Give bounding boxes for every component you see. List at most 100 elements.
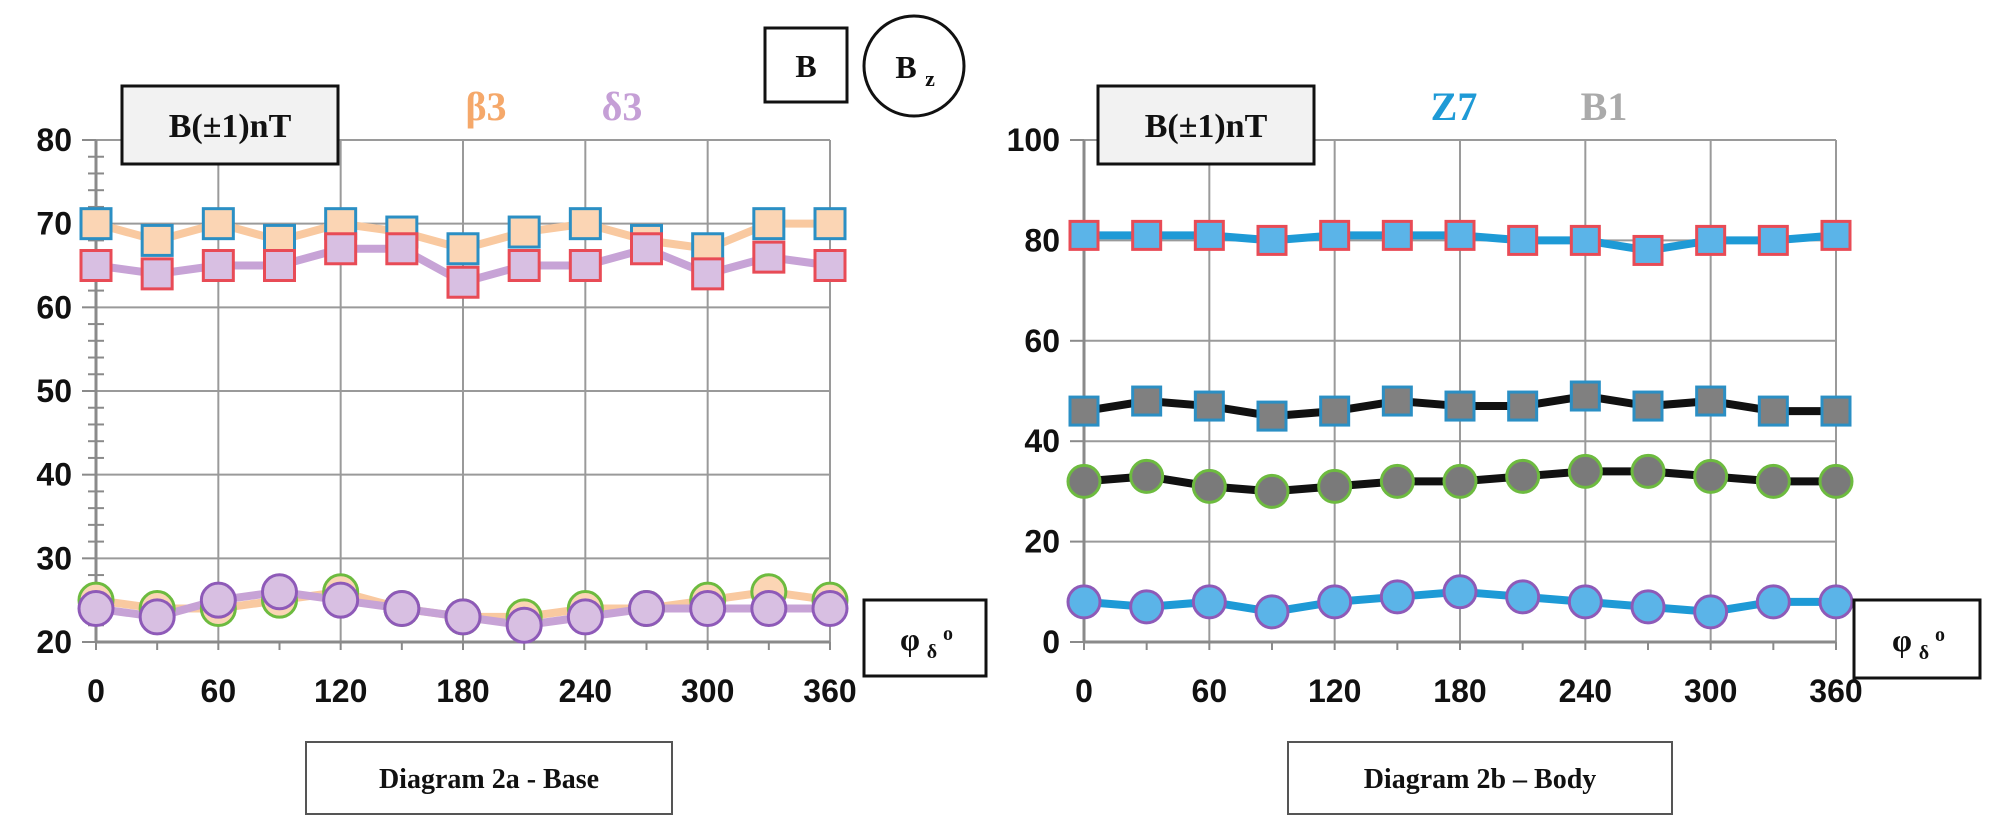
chart-2a-point-1-6 [446, 265, 480, 299]
chart-2a-xtick-label: 0 [87, 673, 105, 709]
chart-2b-point-0-11 [1757, 224, 1789, 256]
chart-2a-xtick-label: 300 [681, 673, 734, 709]
chart-2a-xlabel-sup: o [943, 623, 953, 645]
chart-2b-point-2-10 [1693, 458, 1729, 494]
chart-2a-point-0-8 [568, 207, 602, 241]
chart-2b-point-2-5 [1379, 463, 1415, 499]
chart-2a-point-3-12 [811, 590, 849, 628]
chart-2b-point-0-0 [1068, 219, 1100, 251]
chart-2a-point-3-4 [322, 581, 360, 619]
chart-2a-point-1-10 [691, 257, 725, 291]
chart-2b-xtick-label: 60 [1192, 673, 1228, 709]
chart-2b-point-3-0 [1066, 584, 1102, 620]
chart-2a-point-1-2 [201, 249, 235, 282]
chart-2a-point-1-4 [324, 232, 358, 266]
chart-2a-xlabel-box: φ δ o [862, 598, 988, 678]
chart-2b-point-1-1 [1131, 385, 1163, 417]
chart-2a-ytick-label: 80 [36, 122, 72, 158]
chart-2b-point-3-11 [1755, 584, 1791, 620]
chart-2b-point-2-8 [1567, 453, 1603, 489]
chart-2a-point-1-8 [568, 249, 602, 282]
chart-2b-xtick-label: 0 [1075, 673, 1093, 709]
chart-2b-xlabel-sub: δ [1919, 642, 1929, 664]
chart-2a-series [77, 207, 849, 644]
chart-2a-point-0-2 [201, 207, 235, 241]
chart-2b-legend-z7: Z7 [1431, 84, 1478, 129]
chart-2b-point-0-4 [1319, 219, 1351, 251]
chart-2b-ytick-label: 80 [1024, 222, 1060, 258]
chart-2b-point-1-3 [1256, 400, 1288, 432]
chart-2b-ylabel: B(±1)nT [1145, 108, 1268, 145]
b-label-text: B [795, 48, 816, 84]
chart-2b-ytick-label: 40 [1024, 423, 1060, 459]
b-label-box: B [763, 26, 849, 104]
bz-label-base: B [895, 49, 916, 85]
chart-2b-point-1-11 [1757, 395, 1789, 427]
chart-2b-point-3-5 [1379, 579, 1415, 615]
chart-2a-point-1-9 [630, 232, 663, 266]
chart-2a-ytick-label: 40 [36, 457, 72, 493]
chart-2a-point-0-12 [813, 207, 847, 241]
chart-2b-point-0-12 [1820, 219, 1852, 251]
chart-2b-point-1-10 [1695, 385, 1727, 417]
chart-2a-ylabel-box: B(±1)nT [120, 84, 340, 166]
chart-2a-point-1-11 [752, 240, 786, 274]
chart-2a-xtick-label: 60 [201, 673, 237, 709]
chart-2a-point-1-3 [263, 249, 296, 282]
chart-2b-point-1-0 [1068, 395, 1100, 427]
chart-2a-xtick-label: 180 [436, 673, 489, 709]
chart-2a-point-3-5 [383, 590, 421, 628]
chart-2b-point-2-9 [1630, 453, 1666, 489]
chart-2b-ytick-label: 0 [1042, 624, 1060, 660]
chart-2b-point-3-4 [1317, 584, 1353, 620]
chart-2a-caption: Diagram 2a - Base [379, 764, 599, 795]
chart-2b-point-1-4 [1319, 395, 1351, 427]
chart-2b-point-2-2 [1191, 468, 1227, 504]
chart-2a-point-3-9 [628, 590, 665, 628]
chart-2a-axes [82, 139, 831, 650]
chart-2b-point-2-1 [1129, 458, 1165, 494]
chart-2b-point-1-9 [1632, 390, 1664, 422]
chart-2b-point-1-12 [1820, 395, 1852, 427]
chart-2b-point-1-6 [1444, 390, 1476, 422]
chart-2a-point-3-10 [689, 590, 727, 628]
chart-2b-point-1-8 [1569, 380, 1601, 412]
chart-2a-point-3-1 [138, 598, 176, 636]
chart-2b-point-3-9 [1630, 589, 1666, 625]
chart-2b-point-0-6 [1444, 219, 1476, 251]
chart-2b-xtick-label: 180 [1433, 673, 1486, 709]
chart-2a-xtick-label: 360 [803, 673, 856, 709]
chart-2b-point-0-3 [1256, 224, 1288, 256]
chart-2a-ytick-label: 60 [36, 289, 72, 325]
chart-2b-point-0-2 [1193, 219, 1225, 251]
chart-2a-point-0-7 [507, 215, 541, 249]
chart-2b-ytick-label: 60 [1024, 323, 1060, 359]
chart-2a-ytick-label: 50 [36, 373, 72, 409]
chart-2b-point-2-6 [1442, 463, 1478, 499]
chart-2b-xlabel-sup: o [1935, 624, 1945, 646]
chart-2b-point-2-0 [1066, 463, 1102, 499]
chart-2a-ytick-label: 70 [36, 206, 72, 242]
chart-2a-ticks: 20 30 40 50 60 70 80 0 60 120 180 240 300 360 [36, 122, 856, 709]
chart-2b-point-3-6 [1442, 574, 1478, 610]
chart-2a-point-3-2 [199, 581, 237, 619]
chart-2b-point-3-3 [1254, 594, 1290, 630]
chart-2b-point-0-1 [1131, 219, 1163, 251]
chart-2a-xtick-label: 120 [314, 673, 367, 709]
chart-2b-point-3-7 [1505, 579, 1541, 615]
chart-2a-point-1-5 [385, 232, 419, 266]
chart-2a-point-1-7 [507, 249, 541, 282]
chart-2a-point-0-1 [140, 223, 174, 257]
chart-2b-point-3-10 [1693, 594, 1729, 630]
chart-2b-point-1-2 [1193, 390, 1225, 422]
chart-2b-point-1-5 [1381, 385, 1413, 417]
chart-2a-ylabel: B(±1)nT [169, 108, 292, 145]
chart-2b-ytick-label: 100 [1007, 122, 1060, 158]
chart-2b-point-2-12 [1818, 463, 1854, 499]
chart-2a-point-1-0 [79, 249, 113, 282]
chart-2b-point-2-11 [1755, 463, 1791, 499]
chart-2a-legend-delta3: δ3 [602, 84, 643, 129]
chart-2a-point-0-11 [752, 207, 786, 241]
